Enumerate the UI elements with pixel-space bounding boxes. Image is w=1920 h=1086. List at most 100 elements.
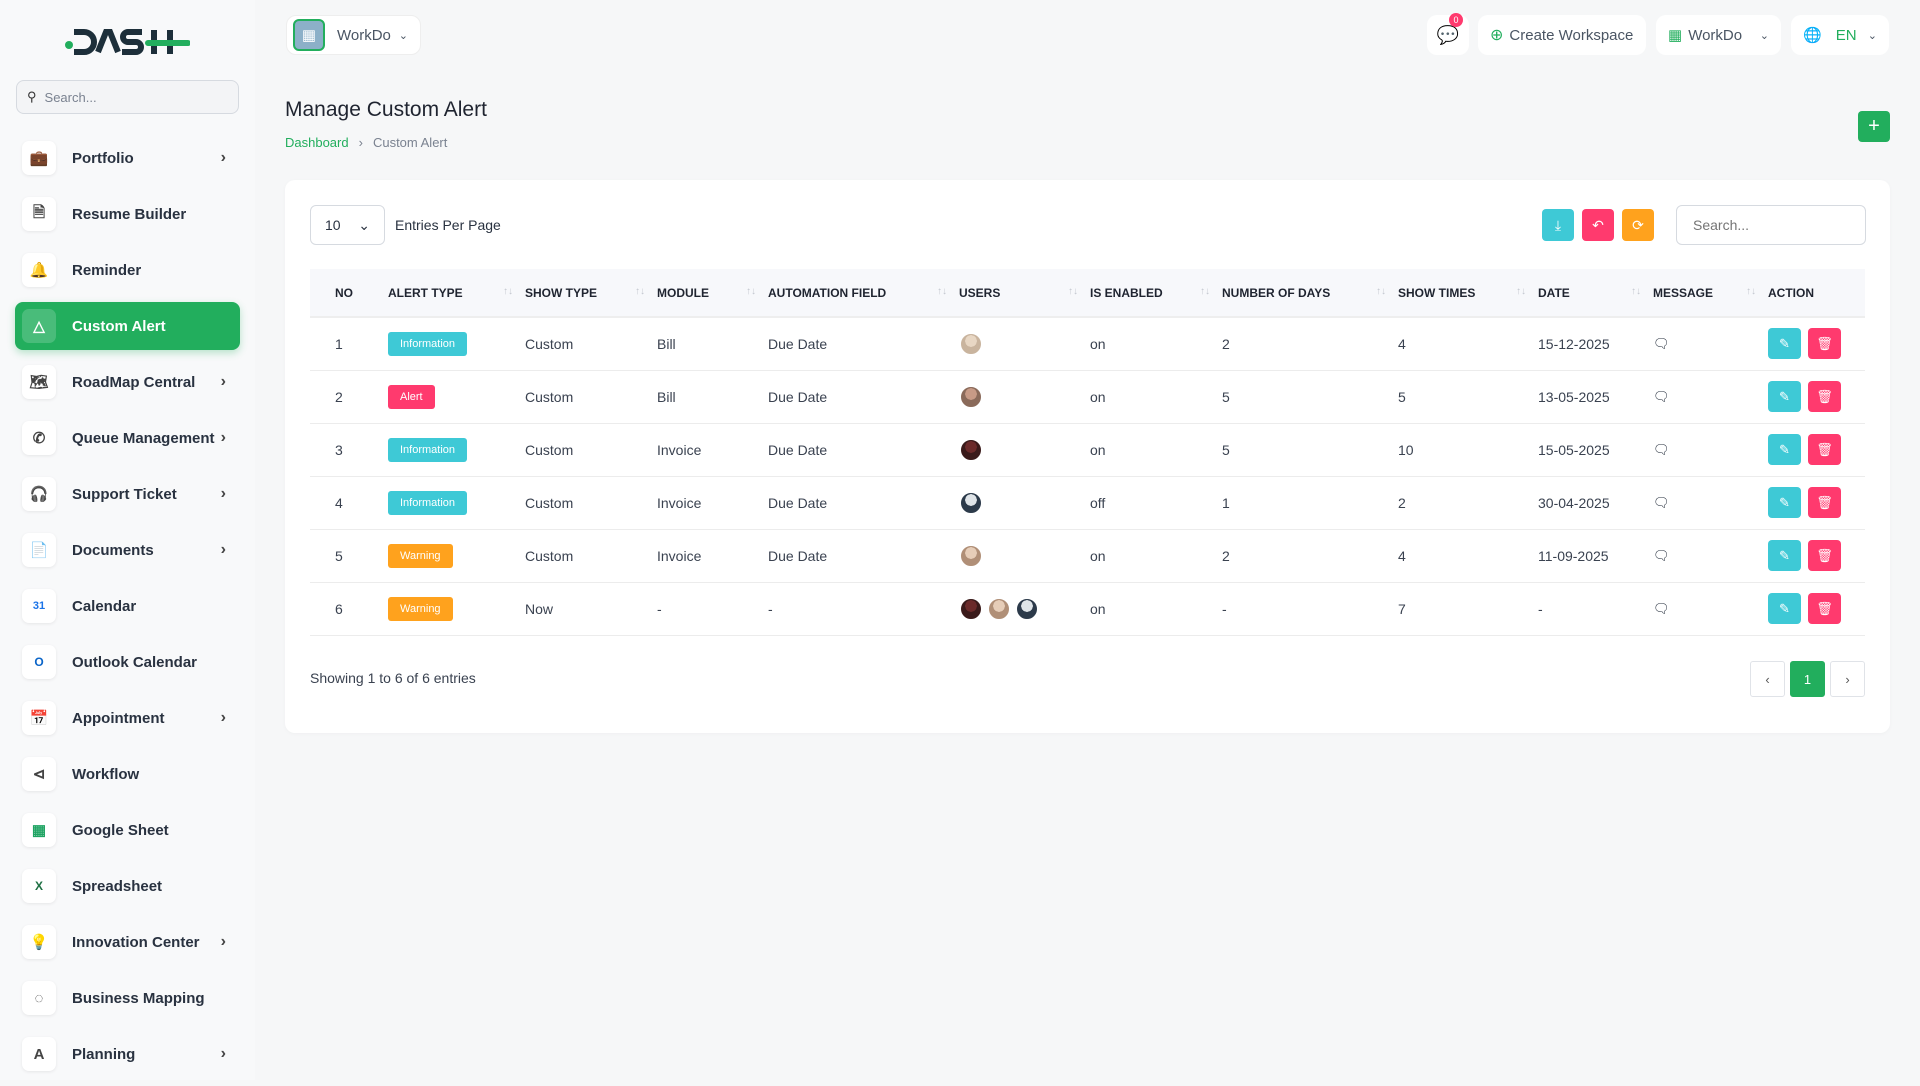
column-header[interactable]: ALERT TYPE ↑↓ (388, 269, 525, 318)
workspace-menu[interactable]: ▦ WorkDo ⌄ (1656, 15, 1781, 55)
message-icon[interactable]: 🗨 (1653, 389, 1670, 404)
user-avatar[interactable] (959, 331, 983, 356)
sidebar-item-queue-management[interactable]: ✆ Queue Management › (15, 414, 240, 462)
edit-button[interactable]: ✎ (1768, 381, 1801, 412)
column-header[interactable]: SHOW TYPE ↑↓ (525, 269, 657, 318)
edit-button[interactable]: ✎ (1768, 487, 1801, 518)
delete-button[interactable]: 🗑 (1808, 593, 1841, 624)
cell-number-of-days: 2 (1222, 529, 1398, 583)
trash-icon: 🗑 (1816, 494, 1833, 510)
message-icon[interactable]: 🗨 (1653, 336, 1670, 352)
column-header[interactable]: IS ENABLED ↑↓ (1090, 269, 1222, 318)
plus-circle-icon: ⊕ (1490, 27, 1504, 44)
prev-page-button[interactable]: ‹ (1750, 661, 1785, 697)
cell-automation-field: Due Date (768, 529, 959, 583)
message-icon[interactable]: 🗨 (1653, 601, 1670, 616)
cell-module: Invoice (657, 529, 768, 583)
edit-button[interactable]: ✎ (1768, 434, 1801, 465)
message-icon[interactable]: 🗨 (1653, 548, 1670, 563)
chevron-down-icon: ⌄ (358, 216, 370, 233)
cell-date: 15-12-2025 (1538, 317, 1653, 371)
cell-date: 11-09-2025 (1538, 529, 1653, 583)
sidebar-item-planning[interactable]: A Planning › (15, 1030, 240, 1078)
refresh-button[interactable]: ⟳ (1622, 209, 1654, 241)
sidebar-item-documents[interactable]: 📄 Documents › (15, 526, 240, 574)
table-search-input[interactable] (1676, 205, 1866, 245)
language-menu[interactable]: 🌐 EN ⌄ (1791, 15, 1889, 55)
alert-type-badge: Information (388, 437, 468, 462)
entries-label: Entries Per Page (395, 217, 501, 233)
add-alert-button[interactable]: + (1858, 111, 1890, 142)
column-header[interactable]: DATE ↑↓ (1538, 269, 1653, 318)
search-icon: ⚲ (27, 89, 37, 104)
delete-button[interactable]: 🗑 (1808, 434, 1841, 465)
sidebar-item-google-sheet[interactable]: ▦ Google Sheet (15, 806, 240, 854)
edit-button[interactable]: ✎ (1768, 328, 1801, 360)
sidebar-item-business-mapping[interactable]: ◌ Business Mapping (15, 974, 240, 1022)
user-avatar[interactable] (959, 490, 983, 515)
pencil-icon: ✎ (1779, 388, 1790, 404)
column-header[interactable]: SHOW TIMES ↑↓ (1398, 269, 1538, 318)
plus-icon: + (1868, 115, 1880, 137)
cell-show-type: Custom (525, 370, 657, 424)
chevron-right-icon: › (220, 1045, 226, 1062)
messages-button[interactable]: 💬 0 (1427, 13, 1469, 55)
edit-button[interactable]: ✎ (1768, 593, 1801, 624)
user-avatar[interactable] (959, 384, 983, 409)
sidebar-item-roadmap-central[interactable]: 🗺 RoadMap Central › (15, 358, 240, 406)
delete-button[interactable]: 🗑 (1808, 381, 1841, 412)
cell-show-times: 2 (1398, 476, 1538, 530)
sidebar-item-portfolio[interactable]: 💼 Portfolio › (15, 134, 240, 182)
cell-users (959, 423, 1090, 477)
user-avatar[interactable] (987, 596, 1011, 621)
export-button[interactable]: ⤓ (1542, 209, 1574, 241)
next-page-button[interactable]: › (1830, 661, 1865, 697)
edit-button[interactable]: ✎ (1768, 540, 1801, 571)
sidebar-item-resume-builder[interactable]: 🗎 Resume Builder (15, 190, 240, 238)
cell-number-of-days: - (1222, 582, 1398, 636)
user-avatar[interactable] (1015, 596, 1039, 621)
column-header[interactable]: USERS ↑↓ (959, 269, 1090, 318)
cell-show-times: 7 (1398, 582, 1538, 636)
create-workspace-button[interactable]: ⊕ Create Workspace (1478, 15, 1646, 55)
globe-icon: 🌐 (1803, 27, 1822, 44)
sidebar-item-custom-alert[interactable]: △ Custom Alert (15, 302, 240, 350)
message-icon[interactable]: 🗨 (1653, 495, 1670, 510)
message-icon[interactable]: 🗨 (1653, 442, 1670, 457)
sidebar-item-appointment[interactable]: 📅 Appointment › (15, 694, 240, 742)
cell-automation-field: Due Date (768, 317, 959, 371)
delete-button[interactable]: 🗑 (1808, 487, 1841, 518)
chevron-right-icon: › (220, 933, 226, 950)
sidebar-item-spreadsheet[interactable]: X Spreadsheet (15, 862, 240, 910)
column-header[interactable]: MESSAGE ↑↓ (1653, 269, 1768, 318)
user-avatar[interactable] (959, 437, 983, 462)
reset-button[interactable]: ↶ (1582, 209, 1614, 241)
sidebar-item-support-ticket[interactable]: 🎧 Support Ticket › (15, 470, 240, 518)
sidebar-item-label: Spreadsheet (72, 877, 163, 895)
download-icon: ⤓ (1554, 216, 1562, 233)
column-header[interactable]: AUTOMATION FIELD ↑↓ (768, 269, 959, 318)
cell-number-of-days: 1 (1222, 476, 1398, 530)
sidebar-search-input[interactable]: ⚲ Search... (16, 80, 239, 114)
delete-button[interactable]: 🗑 (1808, 540, 1841, 571)
sidebar-item-workflow[interactable]: ⊲ Workflow (15, 750, 240, 798)
sidebar-item-outlook-calendar[interactable]: O Outlook Calendar (15, 638, 240, 686)
cell-no: 5 (310, 529, 388, 583)
cell-no: 6 (310, 582, 388, 636)
cell-date: - (1538, 582, 1653, 636)
user-avatar[interactable] (959, 543, 983, 568)
user-avatar[interactable] (959, 596, 983, 621)
breadcrumb-dashboard[interactable]: Dashboard (285, 135, 349, 150)
sidebar-item-innovation-center[interactable]: 💡 Innovation Center › (15, 918, 240, 966)
sidebar-item-calendar[interactable]: 31 Calendar (15, 582, 240, 630)
column-header[interactable]: NUMBER OF DAYS ↑↓ (1222, 269, 1398, 318)
delete-button[interactable]: 🗑 (1808, 328, 1841, 360)
sidebar-item-reminder[interactable]: 🔔 Reminder (15, 246, 240, 294)
column-header[interactable]: MODULE ↑↓ (657, 269, 768, 318)
undo-icon: ↶ (1592, 216, 1604, 233)
entries-per-page-select[interactable]: 10 ⌄ (310, 205, 385, 245)
cell-show-times: 4 (1398, 529, 1538, 583)
workspace-switcher[interactable]: ▦ WorkDo ⌄ (286, 15, 421, 55)
page-1-button[interactable]: 1 (1790, 661, 1825, 697)
sort-icon: ↑↓ (1516, 285, 1526, 297)
